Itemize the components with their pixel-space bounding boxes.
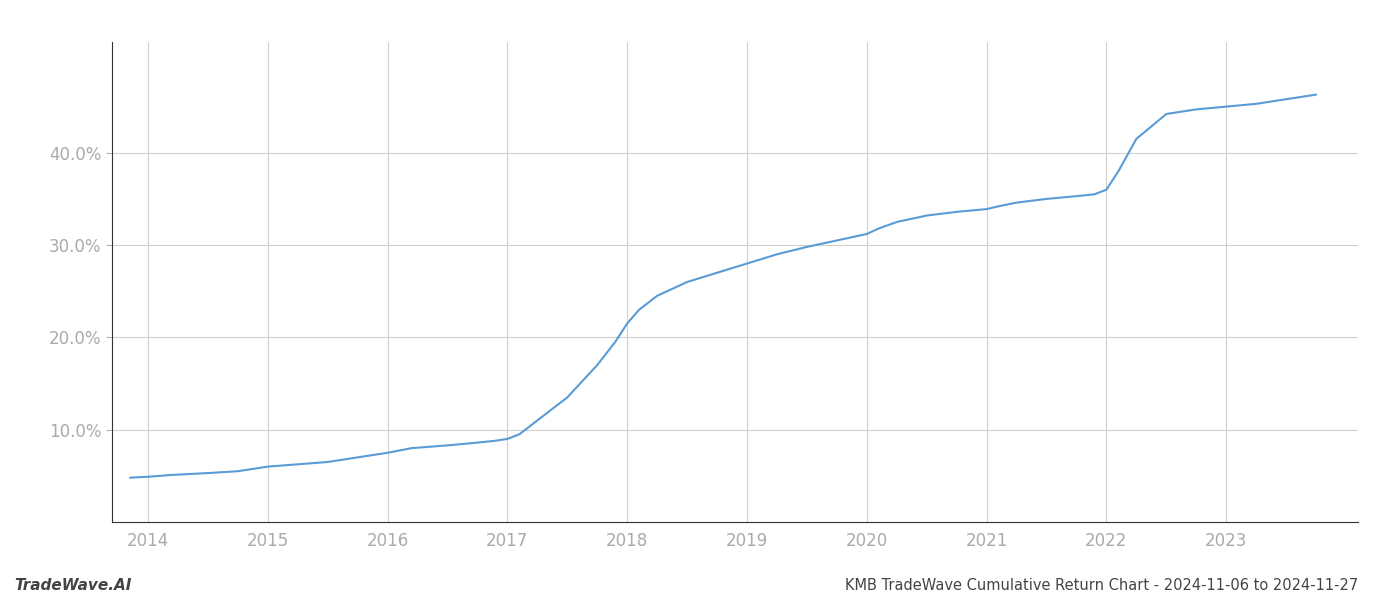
Text: TradeWave.AI: TradeWave.AI <box>14 578 132 593</box>
Text: KMB TradeWave Cumulative Return Chart - 2024-11-06 to 2024-11-27: KMB TradeWave Cumulative Return Chart - … <box>844 578 1358 593</box>
